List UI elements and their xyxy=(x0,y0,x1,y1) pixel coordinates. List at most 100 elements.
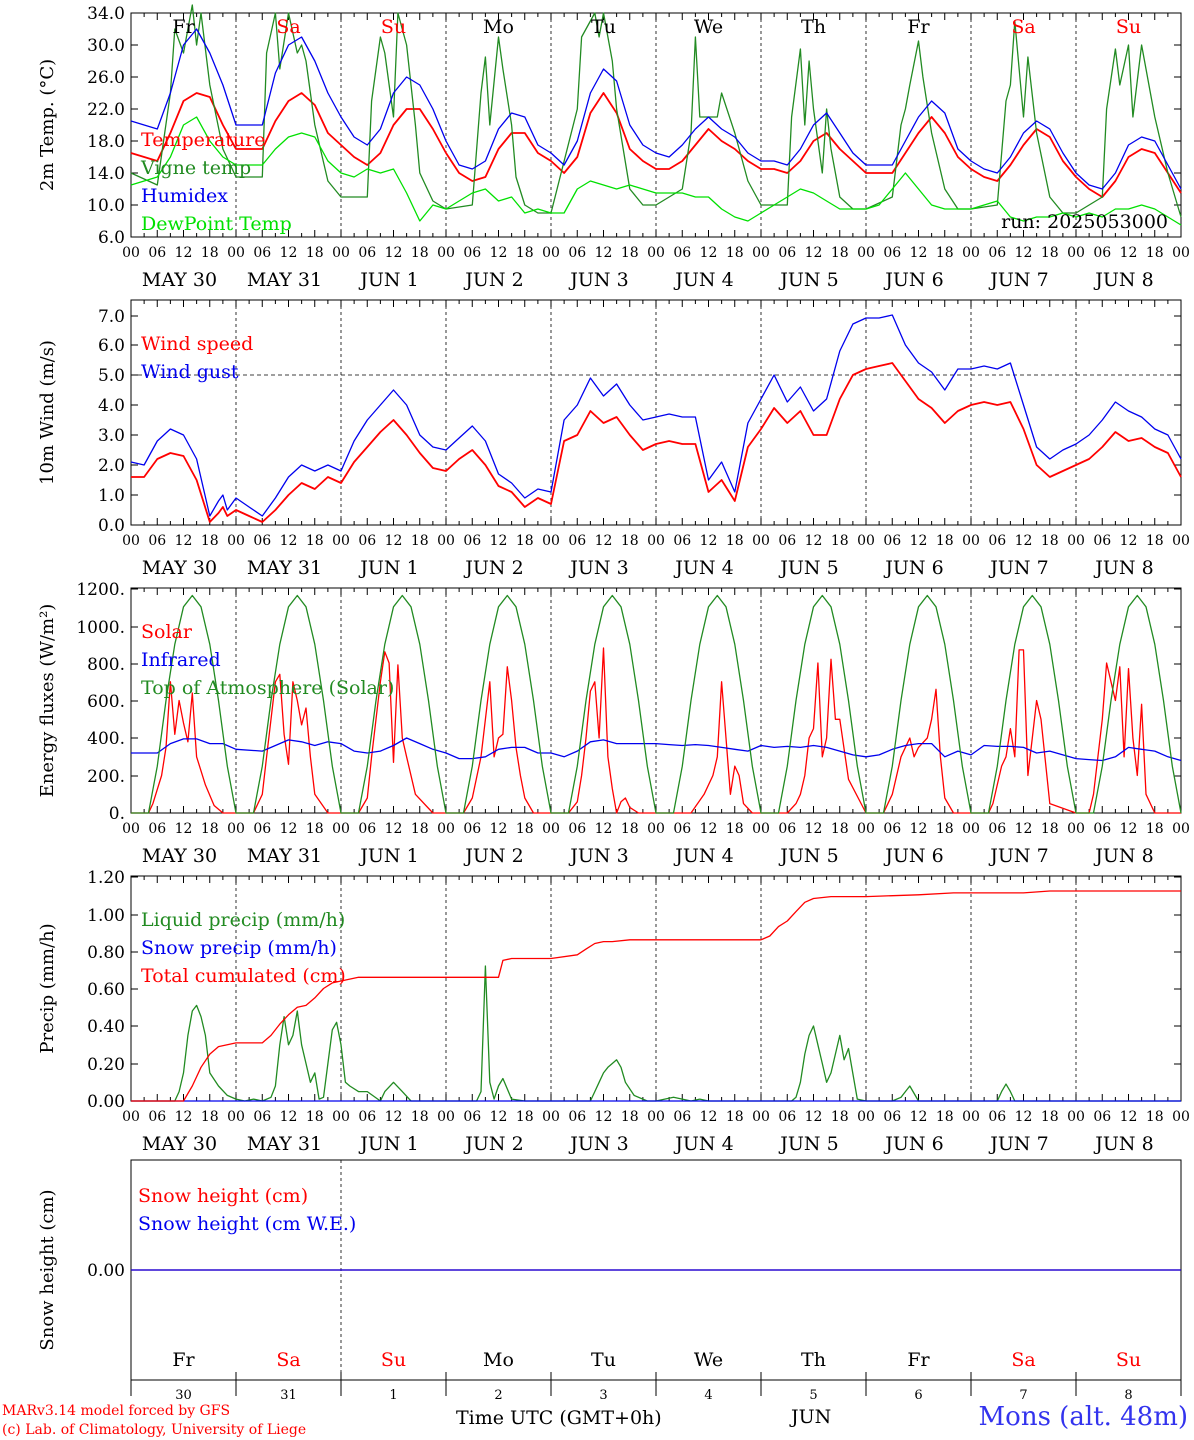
hour-label: 06 xyxy=(568,245,586,261)
day-number-label: 4 xyxy=(704,1388,712,1403)
hour-label: 00 xyxy=(1067,245,1085,261)
day-label: JUN 7 xyxy=(988,1133,1048,1155)
series-line xyxy=(131,737,1182,762)
hour-label: 12 xyxy=(910,821,928,837)
hour-label: 00 xyxy=(332,1109,350,1125)
panel-4: 0.00 0.20 0.40 0.60 0.80 1.00 1.20 Precip (mm/h… xyxy=(37,868,1190,1155)
series-line xyxy=(130,116,1182,226)
hour-label: 18 xyxy=(621,1109,639,1125)
hour-label: 06 xyxy=(568,1109,586,1125)
day-label: JUN 5 xyxy=(778,557,838,579)
hour-label: 18 xyxy=(201,245,219,261)
hour-label: 00 xyxy=(752,1109,770,1125)
hour-label: 06 xyxy=(253,533,271,549)
series-line xyxy=(131,647,1181,814)
hour-label: 00 xyxy=(227,821,245,837)
hour-label: 12 xyxy=(175,821,193,837)
weekday-label-top: Tu xyxy=(591,16,616,38)
hour-label: 00 xyxy=(962,245,980,261)
hour-label: 06 xyxy=(988,1109,1006,1125)
hour-label: 18 xyxy=(726,533,744,549)
weekday-label-bottom: We xyxy=(694,1349,723,1371)
hour-label: 00 xyxy=(857,533,875,549)
day-label: JUN 4 xyxy=(673,1133,733,1155)
hour-label: 12 xyxy=(385,245,403,261)
hour-label: 12 xyxy=(490,245,508,261)
hour-label: 06 xyxy=(568,821,586,837)
hour-label: 18 xyxy=(726,821,744,837)
hour-label: 00 xyxy=(752,245,770,261)
y-tick-label: 30.0 xyxy=(87,36,125,56)
legend-entry: DewPoint Temp xyxy=(141,213,292,235)
hour-label: 00 xyxy=(647,245,665,261)
panel-2: 0.0 1.0 2.0 3.0 4.0 5.0 6.0 7.0 10m Wind (m/s) Wi… xyxy=(37,299,1190,579)
hour-label: 12 xyxy=(280,245,298,261)
y-tick-label: 400. xyxy=(87,729,125,749)
hour-label: 18 xyxy=(936,245,954,261)
series-line xyxy=(130,314,1182,517)
weekday-label-top: Sa xyxy=(1011,16,1035,38)
hour-label: 06 xyxy=(778,1109,796,1125)
day-label: JUN 3 xyxy=(568,557,628,579)
hour-label: 06 xyxy=(358,533,376,549)
hour-label: 12 xyxy=(595,821,613,837)
hour-label: 12 xyxy=(280,1109,298,1125)
hour-label: 12 xyxy=(490,821,508,837)
day-label: JUN 5 xyxy=(778,1133,838,1155)
series-line xyxy=(130,28,1182,190)
hour-label: 18 xyxy=(1041,821,1059,837)
legend-entry: Wind gust xyxy=(141,361,239,383)
legend-entry: Snow height (cm) xyxy=(138,1185,308,1207)
day-label: JUN 7 xyxy=(988,557,1048,579)
hour-label: 00 xyxy=(962,1109,980,1125)
hour-label: 18 xyxy=(1146,533,1164,549)
y-tick-label: 1.00 xyxy=(87,906,125,926)
hour-label: 00 xyxy=(647,821,665,837)
y-tick-label: 600. xyxy=(87,692,125,712)
legend-entry: Total cumulated (cm) xyxy=(141,965,346,987)
y-tick-label: 22.0 xyxy=(87,100,125,120)
hour-label: 18 xyxy=(306,1109,324,1125)
hour-label: 12 xyxy=(1015,245,1033,261)
hour-label: 06 xyxy=(463,1109,481,1125)
hour-label: 06 xyxy=(883,821,901,837)
hour-label: 06 xyxy=(148,245,166,261)
y-tick-label: 0.20 xyxy=(87,1055,125,1075)
hour-label: 18 xyxy=(1041,245,1059,261)
y-tick-label: 2.0 xyxy=(98,456,125,476)
y-tick-label: 0.60 xyxy=(87,980,125,1000)
weekday-label-bottom: Tu xyxy=(591,1349,616,1371)
legend-entry: Top of Atmosphere (Solar) xyxy=(141,677,394,699)
hour-label: 00 xyxy=(437,821,455,837)
day-number-label: 30 xyxy=(175,1388,192,1403)
hour-label: 12 xyxy=(175,533,193,549)
hour-label: 00 xyxy=(542,533,560,549)
y-tick-label: 34.0 xyxy=(87,4,125,24)
weekday-label-bottom: Fr xyxy=(907,1349,930,1371)
hour-label: 00 xyxy=(122,533,140,549)
y-tick-label: 1.0 xyxy=(98,486,125,506)
hour-label: 12 xyxy=(805,245,823,261)
weekday-label-bottom: Sa xyxy=(1011,1349,1035,1371)
hour-label: 06 xyxy=(148,1109,166,1125)
y-tick-label: 6.0 xyxy=(98,336,125,356)
hour-label: 06 xyxy=(778,245,796,261)
hour-label: 00 xyxy=(542,1109,560,1125)
hour-label: 12 xyxy=(595,533,613,549)
day-label: JUN 2 xyxy=(463,1133,523,1155)
day-label: JUN 2 xyxy=(463,269,523,291)
weekday-label-top: Su xyxy=(1116,16,1141,38)
hour-label: 12 xyxy=(1120,821,1138,837)
hour-label: 00 xyxy=(1172,1109,1190,1125)
day-number-label: 3 xyxy=(599,1388,607,1403)
hour-label: 00 xyxy=(332,245,350,261)
hour-label: 18 xyxy=(1146,245,1164,261)
day-label: JUN 4 xyxy=(673,557,733,579)
hour-label: 12 xyxy=(805,533,823,549)
hour-label: 06 xyxy=(988,245,1006,261)
hour-label: 06 xyxy=(883,533,901,549)
y-tick-label: 4.0 xyxy=(98,396,125,416)
hour-label: 00 xyxy=(647,1109,665,1125)
legend-entry: Vigne temp xyxy=(140,157,251,179)
